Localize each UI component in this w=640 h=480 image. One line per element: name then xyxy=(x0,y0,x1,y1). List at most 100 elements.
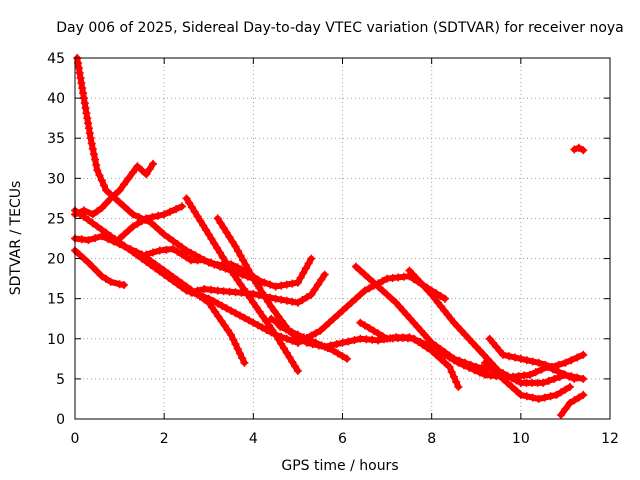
data-point-marker xyxy=(565,382,574,391)
data-point-marker xyxy=(356,266,365,275)
data-point-marker xyxy=(552,390,561,399)
x-tick-label: 12 xyxy=(601,431,619,447)
data-point-marker xyxy=(220,321,229,330)
data-point-marker xyxy=(137,217,146,226)
data-point-marker xyxy=(216,219,225,228)
data-point-marker xyxy=(561,358,570,367)
data-point-marker xyxy=(160,210,169,219)
data-point-marker xyxy=(298,296,307,304)
data-point-marker xyxy=(516,354,525,363)
data-point-marker xyxy=(115,198,124,207)
data-point-marker xyxy=(213,244,222,252)
data-point-marker xyxy=(310,285,319,294)
data-point-marker xyxy=(106,194,115,203)
data-point-marker xyxy=(271,330,280,339)
data-point-marker xyxy=(218,253,227,262)
data-point-marker xyxy=(365,324,374,333)
data-point-marker xyxy=(574,143,583,152)
data-point-marker xyxy=(445,353,454,362)
series-line xyxy=(183,195,301,374)
data-point-marker xyxy=(374,336,383,345)
series-arc-17 xyxy=(485,334,588,371)
data-point-marker xyxy=(476,346,484,355)
data-point-marker xyxy=(160,270,169,279)
data-point-marker xyxy=(91,234,100,243)
data-point-marker xyxy=(323,344,332,353)
data-point-marker xyxy=(238,354,247,363)
data-point-marker xyxy=(347,298,356,307)
data-point-marker xyxy=(485,362,494,371)
data-point-marker xyxy=(193,286,202,295)
y-tick-label: 25 xyxy=(47,211,65,227)
data-point-marker xyxy=(338,352,347,361)
data-point-marker xyxy=(282,334,291,343)
data-point-marker xyxy=(307,290,316,299)
data-point-marker xyxy=(137,254,146,263)
y-tick-labels: 0 5 10 15 20 25 30 35 40 45 xyxy=(47,51,65,428)
data-point-marker xyxy=(409,318,418,327)
data-point-marker xyxy=(252,303,261,312)
data-point-marker xyxy=(402,310,411,319)
data-point-marker xyxy=(224,262,233,271)
data-point-marker xyxy=(217,317,226,325)
data-point-marker xyxy=(151,222,160,231)
data-point-marker xyxy=(207,235,216,243)
data-point-marker xyxy=(299,269,308,277)
data-point-marker xyxy=(199,221,208,230)
data-point-marker xyxy=(228,237,237,246)
data-point-marker xyxy=(360,321,369,330)
data-point-marker xyxy=(282,325,290,334)
data-point-marker xyxy=(231,340,240,349)
data-point-marker xyxy=(338,306,347,315)
series-arc-14 xyxy=(351,262,503,375)
data-point-marker xyxy=(416,338,425,346)
data-point-marker xyxy=(185,198,194,207)
data-point-marker xyxy=(227,266,235,275)
data-point-marker xyxy=(188,203,196,212)
series-arc-15 xyxy=(356,318,579,383)
data-point-marker xyxy=(75,209,84,218)
data-point-marker xyxy=(271,317,280,326)
data-point-marker xyxy=(470,366,479,375)
data-point-marker xyxy=(369,278,378,287)
x-tick-label: 2 xyxy=(160,431,169,447)
data-point-marker xyxy=(207,285,215,294)
data-point-marker xyxy=(311,329,320,338)
data-point-marker xyxy=(102,186,111,195)
data-point-marker xyxy=(436,348,445,357)
data-point-marker xyxy=(424,286,432,295)
data-point-marker xyxy=(88,219,97,228)
data-point-marker xyxy=(79,212,88,221)
data-point-marker xyxy=(258,312,267,321)
data-point-marker xyxy=(129,222,137,231)
data-point-marker xyxy=(499,374,507,383)
data-point-marker xyxy=(148,213,157,222)
data-point-marker xyxy=(299,333,308,342)
axis-ticks xyxy=(74,57,611,420)
data-point-marker xyxy=(233,275,242,284)
data-point-marker xyxy=(84,258,93,267)
data-point-marker xyxy=(570,396,579,405)
data-point-marker xyxy=(82,109,91,118)
series-arc-2 xyxy=(71,159,157,219)
data-point-marker xyxy=(410,335,419,344)
data-point-marker xyxy=(214,312,223,321)
data-point-marker xyxy=(307,254,316,263)
data-point-marker xyxy=(142,170,151,179)
data-point-marker xyxy=(169,236,178,245)
data-point-marker xyxy=(240,358,249,367)
data-point-marker xyxy=(92,161,101,169)
data-point-marker xyxy=(413,322,422,331)
data-point-marker xyxy=(149,248,157,257)
data-point-marker xyxy=(236,349,244,358)
data-point-marker xyxy=(231,309,240,318)
data-point-marker xyxy=(190,207,199,216)
data-point-marker xyxy=(230,271,239,280)
data-point-marker xyxy=(274,312,283,321)
data-point-marker xyxy=(579,350,588,359)
data-point-marker xyxy=(243,289,251,298)
data-point-marker xyxy=(522,356,531,365)
data-point-marker xyxy=(229,335,238,344)
data-point-marker xyxy=(369,326,378,335)
data-point-marker xyxy=(120,202,128,211)
